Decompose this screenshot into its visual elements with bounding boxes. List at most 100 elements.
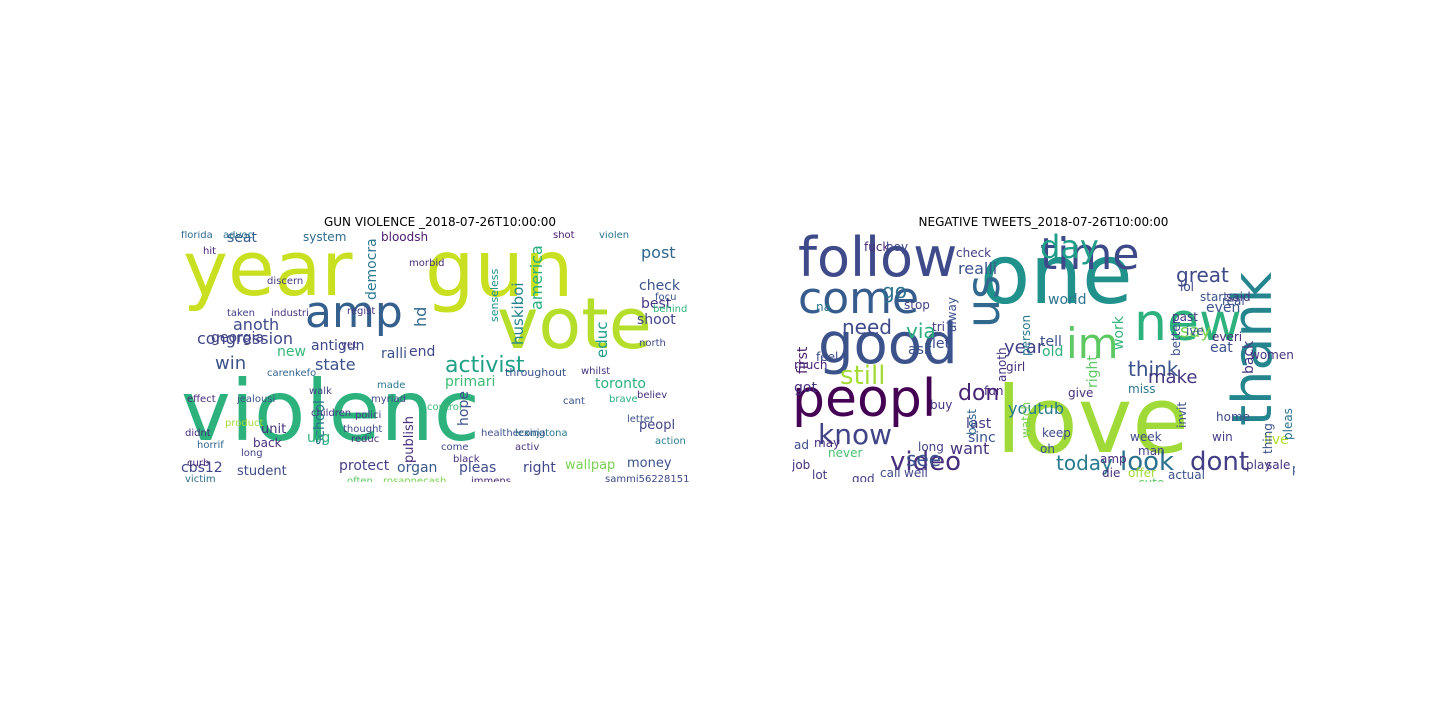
cloud-word: job: [792, 458, 811, 472]
cloud-word: amp: [1100, 452, 1127, 466]
cloud-word: world: [1048, 292, 1087, 308]
cloud-word: week: [1130, 430, 1162, 444]
cloud-word: look: [1120, 447, 1175, 477]
cloud-word: better: [1169, 318, 1183, 356]
cloud-word: sinc: [968, 430, 996, 446]
cloud-word: make: [1148, 367, 1198, 388]
cloud-word: violenc: [181, 362, 480, 460]
cloud-word: fuck: [864, 240, 890, 254]
cloud-word: need: [842, 315, 892, 339]
cloud-word: may: [814, 436, 841, 450]
cloud-word: think: [1128, 357, 1179, 381]
cloud-word: healtheconja: [481, 428, 546, 439]
cloud-word: win: [1212, 430, 1233, 444]
wordcloud-canvas: love one peopl follow good come time new thank us…: [792, 231, 1295, 482]
cloud-word: dont: [1190, 447, 1250, 477]
cloud-word: video: [890, 447, 962, 477]
cloud-word: know: [818, 418, 892, 451]
cloud-word: eat: [1210, 340, 1233, 356]
cloud-word: thing: [1261, 423, 1275, 455]
cloud-word: watch: [1019, 402, 1033, 439]
cloud-word: new: [277, 344, 306, 360]
cloud-word: hd: [411, 306, 430, 327]
cloud-word: money: [627, 456, 672, 471]
cloud-word: immens: [471, 476, 511, 483]
cloud-word: old: [1042, 344, 1064, 360]
cloud-word: activ: [515, 442, 540, 453]
cloud-word: bloodsh: [381, 231, 429, 244]
cloud-word: us: [956, 274, 1010, 329]
cloud-word: women: [1250, 348, 1294, 362]
cloud-word: girl: [1006, 360, 1026, 374]
cloud-word: control: [427, 402, 462, 413]
cloud-word: come: [441, 442, 469, 453]
cloud-word: taken: [227, 308, 255, 319]
cloud-word: black: [453, 454, 480, 465]
cloud-word: check: [639, 278, 680, 294]
cloud-word: wallpap: [565, 458, 616, 473]
panel-title: GUN VIOLENCE _2018-07-26T10:00:00: [323, 215, 557, 229]
cloud-word: pleas: [1281, 408, 1295, 441]
cloud-word: seat: [227, 231, 257, 246]
cloud-word: lexingtona: [515, 428, 568, 439]
cloud-word: shoot: [637, 312, 676, 328]
cloud-word: feel: [816, 350, 839, 364]
cloud-word: myriad: [371, 394, 407, 405]
cloud-word: system: [303, 231, 347, 244]
cloud-word: best: [965, 408, 979, 435]
cloud-word: best: [641, 296, 672, 312]
cloud-word: polici: [355, 410, 382, 421]
cloud-word: let: [932, 336, 950, 352]
cloud-word: real: [1222, 294, 1245, 308]
cloud-word: jealousi: [237, 394, 276, 405]
cloud-word: hit: [203, 246, 217, 257]
cloud-word: lol: [1180, 280, 1195, 294]
cloud-word: time: [1040, 231, 1140, 280]
cloud-word: never: [828, 446, 863, 460]
cloud-word: senseless: [488, 269, 501, 323]
cloud-word: america: [527, 245, 546, 311]
cloud-word: day: [1040, 231, 1099, 266]
cloud-word: tri: [932, 320, 945, 334]
cloud-word: alway: [945, 297, 959, 333]
cloud-word: regist: [347, 306, 376, 317]
cloud-word: past: [1172, 310, 1198, 324]
cloud-word: post: [1292, 463, 1295, 475]
cloud-word: ralli: [381, 346, 408, 362]
cloud-word: publish: [402, 416, 417, 464]
cloud-word: right: [523, 460, 556, 476]
cloud-word: good: [818, 312, 958, 377]
cloud-word: right: [1085, 355, 1101, 389]
cloud-word: often: [347, 476, 373, 483]
cloud-word: na: [816, 300, 831, 314]
cloud-word: sammi56228151: [605, 474, 690, 483]
cloud-word: amp: [305, 287, 403, 338]
cloud-word: cant: [563, 396, 585, 407]
cloud-word: ive: [1186, 324, 1204, 338]
cloud-word: boy: [886, 240, 909, 254]
cloud-word: last: [966, 416, 992, 432]
cloud-word: urg: [307, 430, 331, 446]
cloud-word: well: [904, 466, 928, 480]
cloud-word: discern: [267, 276, 304, 287]
cloud-word: protect: [339, 458, 390, 474]
cloud-word: god: [852, 472, 875, 482]
cloud-word: rosannecash: [383, 476, 447, 483]
cloud-word: come: [798, 273, 920, 324]
cloud-word: year: [1004, 337, 1045, 358]
cloud-word: organ: [397, 460, 438, 476]
cloud-word: democra: [364, 238, 380, 300]
cloud-word: said: [1226, 290, 1251, 304]
cloud-word: anoth: [995, 347, 1009, 383]
cloud-word: youtub: [1008, 399, 1064, 418]
cloud-word: start: [1200, 290, 1228, 304]
cloud-word: home: [1216, 410, 1251, 424]
cloud-word: letter: [627, 414, 655, 425]
wordcloud-canvas: violenc year gun vote amp activist congression…: [181, 231, 699, 482]
cloud-word: violen: [599, 231, 630, 241]
cloud-word: don: [958, 381, 1000, 406]
cloud-word: back: [253, 436, 282, 450]
cloud-word: cbs12: [181, 460, 223, 476]
cloud-word: live: [1264, 432, 1289, 448]
cloud-word: made: [377, 380, 406, 391]
